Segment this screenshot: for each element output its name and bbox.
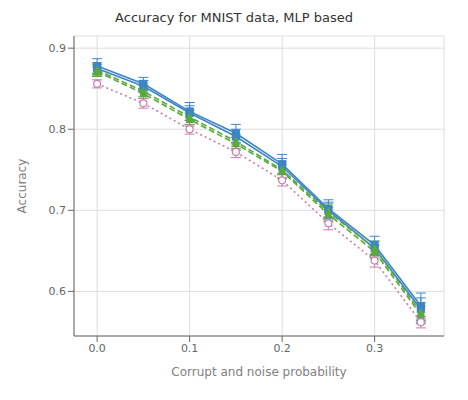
html-text:Accuracy for MNIST data, MLP b: Accuracy for MNIST data, MLP based (115, 10, 353, 25)
svg-text:0.3: 0.3 (366, 342, 384, 355)
svg-text:0.8: 0.8 (49, 123, 67, 136)
svg-text:Corrupt and noise probability: Corrupt and noise probability (171, 365, 346, 379)
svg-text:0.1: 0.1 (181, 342, 199, 355)
svg-text:0.0: 0.0 (88, 342, 106, 355)
svg-text:Accuracy: Accuracy (15, 159, 29, 214)
svg-text:0.6: 0.6 (49, 285, 67, 298)
svg-text:0.2: 0.2 (273, 342, 291, 355)
svg-text:0.9: 0.9 (49, 42, 67, 55)
svg-text:0.7: 0.7 (49, 204, 67, 217)
